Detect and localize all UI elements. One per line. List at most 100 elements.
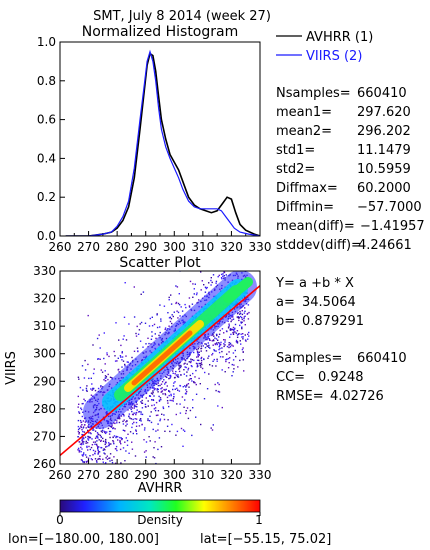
scatter-point xyxy=(202,345,204,347)
scatter-point xyxy=(239,313,241,315)
scatter-point xyxy=(97,453,99,455)
scatter-point xyxy=(200,347,203,349)
scatter-point xyxy=(208,344,210,347)
samples-label: Samples= xyxy=(276,351,342,366)
scatter-point xyxy=(182,429,185,431)
scatter-point xyxy=(89,488,90,489)
scatter-point xyxy=(84,424,86,426)
scatter-point xyxy=(124,483,125,484)
stat-label: mean1= xyxy=(276,105,332,120)
scatter-point xyxy=(133,412,135,414)
scatter-point xyxy=(164,328,166,331)
scatter-point xyxy=(178,293,180,295)
scatter-point xyxy=(109,460,111,462)
scatter-point xyxy=(222,275,224,277)
scatter-point xyxy=(131,441,133,443)
scatter-point xyxy=(173,382,175,384)
scatter-point xyxy=(136,347,139,349)
scatter-point xyxy=(240,321,242,323)
scatter-point xyxy=(113,456,115,458)
scatter-point xyxy=(224,229,225,230)
scatter-point xyxy=(222,273,224,275)
scatter-point xyxy=(150,392,153,394)
scatter-point xyxy=(108,355,110,358)
scatter-point xyxy=(184,385,186,387)
scatter-point xyxy=(134,455,137,457)
scatter-point xyxy=(232,326,235,329)
scatter-point xyxy=(154,409,157,412)
scatter-point xyxy=(122,429,125,431)
scatter-point xyxy=(215,350,217,352)
scatter-point xyxy=(84,359,86,362)
scatter-point xyxy=(231,344,233,346)
scatter-point xyxy=(131,407,133,409)
scatter-point xyxy=(108,430,111,433)
scatter-point xyxy=(82,389,84,391)
scatter-point xyxy=(191,303,194,305)
scatter-point xyxy=(135,430,137,432)
scatter-point xyxy=(128,452,130,454)
scatter-y-tick-label: 290 xyxy=(33,374,56,388)
scatter-point xyxy=(138,410,141,413)
scatter-point xyxy=(85,440,87,443)
scatter-point xyxy=(201,367,204,370)
scatter-point xyxy=(234,263,235,264)
scatter-point xyxy=(200,350,202,352)
stat-label: std1= xyxy=(276,143,315,158)
scatter-point xyxy=(227,320,229,322)
scatter-point xyxy=(136,325,138,328)
scatter-point xyxy=(156,313,158,315)
scatter-y-tick-label: 320 xyxy=(33,292,56,306)
scatter-point xyxy=(168,317,171,319)
scatter-point xyxy=(153,389,156,391)
scatter-x-tick-label: 280 xyxy=(106,468,129,482)
scatter-point xyxy=(199,363,202,365)
scatter-point xyxy=(231,261,232,262)
stat-value: 660410 xyxy=(357,86,407,101)
scatter-point xyxy=(102,440,105,442)
scatter-point xyxy=(118,421,121,424)
histogram-frame xyxy=(59,41,261,237)
scatter-x-tick-label: 260 xyxy=(49,468,72,482)
scatter-point xyxy=(157,410,160,412)
colorbar: 0 Density 1 xyxy=(56,499,263,527)
scatter-y-tick-label: 260 xyxy=(33,457,56,471)
scatter-y-tick-label: 300 xyxy=(33,347,56,361)
scatter-point xyxy=(120,356,122,358)
scatter-point xyxy=(184,303,186,306)
histogram-x-tick-label: 280 xyxy=(106,240,129,254)
scatter-point xyxy=(219,344,221,347)
scatter-point xyxy=(160,383,163,385)
histogram-x-tick-label: 270 xyxy=(77,240,100,254)
scatter-point xyxy=(107,427,110,430)
scatter-point xyxy=(102,461,104,463)
scatter-point xyxy=(81,438,84,441)
scatter-point xyxy=(192,283,194,285)
scatter-point xyxy=(129,431,132,433)
stat-value: −57.7000 xyxy=(357,200,422,215)
legend-label-viirs: VIIRS (2) xyxy=(306,49,362,64)
scatter-point xyxy=(168,394,170,397)
scatter-point xyxy=(111,459,113,461)
scatter-point xyxy=(177,302,180,305)
histogram-chart: Normalized Histogram 260 270 280 290 300 310 3… xyxy=(37,24,272,254)
scatter-point xyxy=(187,417,190,420)
scatter-point xyxy=(80,446,82,449)
scatter-point xyxy=(227,367,230,369)
scatter-point xyxy=(109,457,111,459)
stat-label: std2= xyxy=(276,162,315,177)
scatter-point xyxy=(149,415,151,417)
scatter-point xyxy=(77,430,80,433)
scatter-point xyxy=(197,354,199,356)
scatter-point xyxy=(218,336,220,338)
scatter-point xyxy=(106,354,108,356)
scatter-point xyxy=(198,351,200,353)
scatter-point xyxy=(102,478,103,479)
scatter-point xyxy=(151,399,153,401)
scatter-point xyxy=(157,382,160,384)
scatter-point xyxy=(215,280,218,283)
scatter-point xyxy=(99,496,100,497)
scatter-point xyxy=(124,282,126,284)
scatter-point xyxy=(185,412,187,415)
scatter-point xyxy=(196,292,198,294)
